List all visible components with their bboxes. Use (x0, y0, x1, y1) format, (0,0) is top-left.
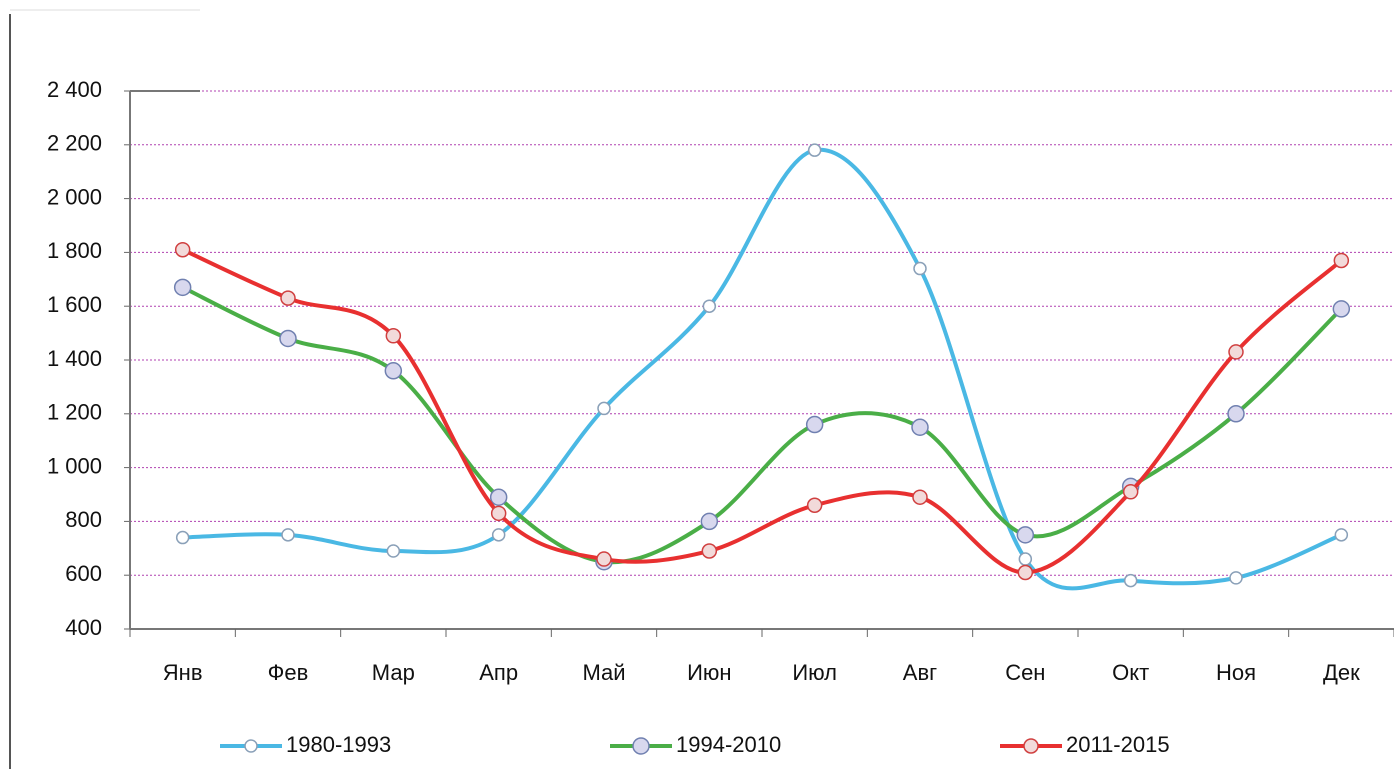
y-tick-label: 1 400 (47, 346, 102, 371)
legend-marker (244, 739, 258, 753)
x-tick-label: Июн (687, 660, 731, 685)
x-tick-label: Фев (268, 660, 309, 685)
point-marker (1332, 300, 1351, 318)
x-tick-label: Мар (372, 660, 415, 685)
x-tick-label: Окт (1112, 660, 1149, 685)
y-tick-label: 1 800 (47, 238, 102, 263)
point-marker (1018, 552, 1033, 566)
point-marker (700, 512, 719, 531)
x-tick-label: Янв (163, 660, 203, 685)
y-tick-label: 800 (65, 507, 102, 532)
legend-marker (1023, 738, 1039, 754)
point-marker (1016, 526, 1035, 544)
x-tick-label: Апр (479, 660, 518, 685)
point-marker (279, 329, 297, 348)
point-marker (385, 328, 402, 344)
y-tick-label: 400 (65, 615, 102, 640)
point-marker (807, 143, 822, 157)
x-tick-label: Ноя (1216, 660, 1256, 685)
point-marker (280, 290, 296, 306)
point-marker (912, 489, 928, 505)
legend-marker (632, 737, 650, 755)
point-marker (174, 241, 191, 258)
point-marker (911, 418, 929, 436)
point-marker (702, 299, 717, 313)
x-tick-label: Авг (903, 660, 937, 685)
point-marker (490, 505, 507, 522)
legend-label: 1980-1993 (286, 732, 391, 757)
point-marker (173, 278, 192, 297)
y-tick-label: 2 000 (47, 184, 102, 209)
point-marker (1229, 571, 1243, 585)
y-tick-label: 1 600 (47, 292, 102, 317)
legend-label: 1994-2010 (676, 732, 781, 757)
point-marker (1228, 344, 1244, 360)
x-tick-label: Дек (1323, 660, 1360, 685)
point-marker (1122, 484, 1139, 500)
point-marker (491, 528, 506, 542)
point-marker (386, 544, 401, 558)
point-marker (596, 551, 612, 567)
legend-label: 2011-2015 (1066, 732, 1170, 757)
y-tick-label: 1 000 (47, 453, 102, 478)
y-tick-label: 1 200 (47, 400, 102, 425)
y-tick-label: 2 200 (47, 131, 102, 156)
point-marker (1227, 405, 1245, 423)
point-marker (805, 415, 824, 434)
point-marker (384, 362, 403, 380)
point-marker (281, 528, 295, 542)
x-tick-label: Июл (792, 660, 837, 685)
point-marker (806, 497, 823, 514)
x-tick-label: Май (582, 660, 625, 685)
series-line (181, 247, 1343, 575)
point-marker (597, 401, 611, 416)
point-marker (1334, 528, 1349, 542)
y-tick-label: 600 (65, 561, 102, 586)
point-marker (701, 543, 718, 559)
x-tick-label: Сен (1005, 660, 1045, 685)
point-marker (1333, 252, 1350, 269)
series-line (182, 147, 1343, 591)
point-marker (175, 530, 190, 545)
point-marker (913, 261, 927, 276)
y-tick-label: 2 400 (47, 77, 102, 102)
point-marker (489, 488, 508, 506)
point-marker (1017, 564, 1034, 581)
point-marker (1123, 573, 1138, 588)
